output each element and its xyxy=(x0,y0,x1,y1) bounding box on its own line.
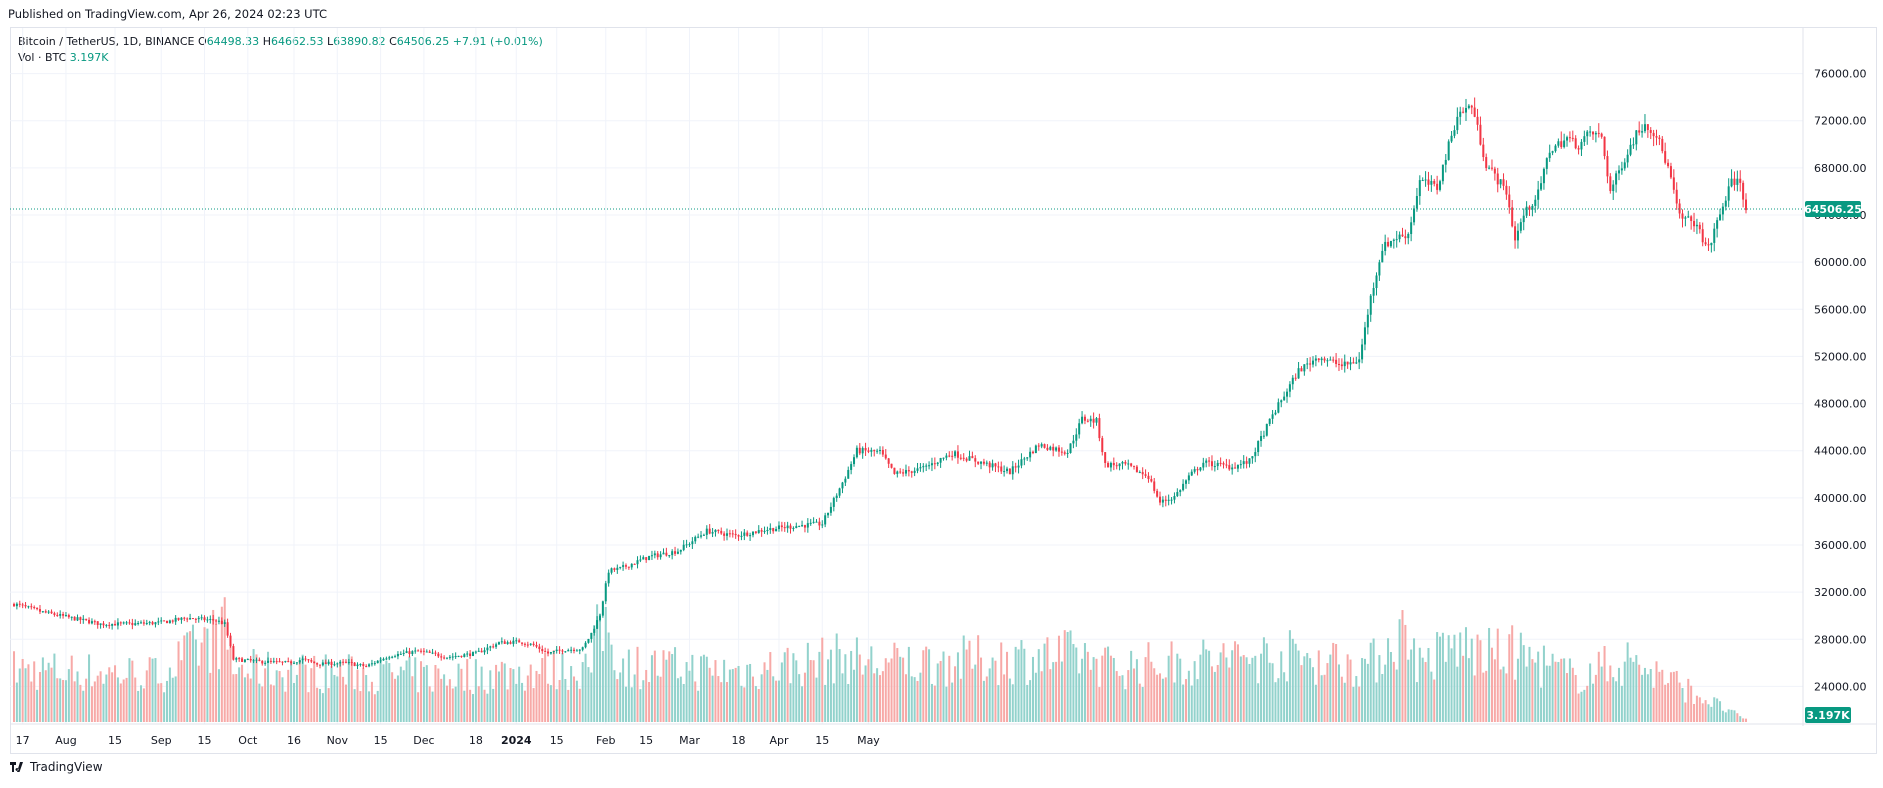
volume-row: Vol · BTC 3.197K xyxy=(18,50,543,66)
change-value: +7.91 (+0.01%) xyxy=(452,35,543,48)
tradingview-logo-icon xyxy=(10,762,23,772)
volume-value: 3.197K xyxy=(69,51,109,64)
high-value: 64662.53 xyxy=(270,35,324,48)
symbol-label[interactable]: Bitcoin / TetherUS, 1D, BINANCE xyxy=(18,35,195,48)
chart-legend: Bitcoin / TetherUS, 1D, BINANCE O64498.3… xyxy=(18,34,543,66)
close-label: C xyxy=(389,35,397,48)
high-label: H xyxy=(262,35,271,48)
published-caption: Published on TradingView.com, Apr 26, 20… xyxy=(8,7,327,21)
footer-brand-label: TradingView xyxy=(30,760,103,774)
footer-brand[interactable]: TradingView xyxy=(10,760,103,774)
ohlc-row: Bitcoin / TetherUS, 1D, BINANCE O64498.3… xyxy=(18,34,543,50)
close-value: 64506.25 xyxy=(396,35,450,48)
volume-label: Vol · BTC xyxy=(18,51,67,64)
low-value: 63890.82 xyxy=(333,35,386,48)
chart-frame[interactable] xyxy=(10,27,1877,754)
open-value: 64498.33 xyxy=(206,35,260,48)
open-label: O xyxy=(198,35,207,48)
low-label: L xyxy=(326,35,334,48)
